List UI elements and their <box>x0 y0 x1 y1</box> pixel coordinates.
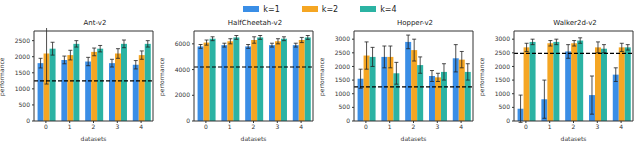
svg-text:0: 0 <box>204 123 208 130</box>
svg-text:4: 4 <box>619 123 623 130</box>
html-text:k=2: k=2 <box>321 4 339 14</box>
svg-text:6000: 6000 <box>175 40 190 47</box>
svg-text:2500: 2500 <box>335 49 350 56</box>
svg-text:3000: 3000 <box>495 35 510 42</box>
svg-text:datasets: datasets <box>401 135 427 141</box>
svg-text:2000: 2000 <box>175 91 190 98</box>
svg-text:1: 1 <box>68 123 72 130</box>
svg-text:1500: 1500 <box>335 76 350 83</box>
svg-text:3: 3 <box>435 123 439 130</box>
html-text:k=4: k=4 <box>380 4 397 14</box>
svg-text:500: 500 <box>19 101 31 108</box>
svg-text:2: 2 <box>412 123 416 130</box>
svg-text:1500: 1500 <box>495 76 510 83</box>
svg-text:datasets: datasets <box>241 135 267 141</box>
html-text:HalfCheetah-v2: HalfCheetah-v2 <box>227 19 283 27</box>
svg-text:performance: performance <box>320 57 326 96</box>
svg-text:performance: performance <box>480 57 486 96</box>
svg-text:2: 2 <box>252 123 256 130</box>
svg-text:2500: 2500 <box>495 49 510 56</box>
svg-text:2: 2 <box>572 123 576 130</box>
svg-text:0: 0 <box>26 117 30 124</box>
svg-text:4: 4 <box>139 123 143 130</box>
svg-text:4000: 4000 <box>175 66 190 73</box>
svg-text:1500: 1500 <box>15 69 30 76</box>
svg-text:2000: 2000 <box>15 53 30 60</box>
svg-text:0: 0 <box>44 123 48 130</box>
svg-text:1000: 1000 <box>15 85 30 92</box>
html-text:Ant-v2: Ant-v2 <box>83 19 107 27</box>
svg-text:3: 3 <box>115 123 119 130</box>
svg-text:0: 0 <box>524 123 528 130</box>
svg-text:1: 1 <box>388 123 392 130</box>
svg-text:datasets: datasets <box>81 135 107 141</box>
svg-text:1: 1 <box>228 123 232 130</box>
svg-text:1000: 1000 <box>335 90 350 97</box>
svg-text:500: 500 <box>339 103 351 110</box>
svg-text:2000: 2000 <box>335 63 350 70</box>
svg-text:0: 0 <box>186 117 190 124</box>
svg-text:4: 4 <box>299 123 303 130</box>
svg-text:3: 3 <box>595 123 599 130</box>
svg-text:500: 500 <box>499 103 511 110</box>
svg-text:4: 4 <box>459 123 463 130</box>
svg-text:3000: 3000 <box>335 35 350 42</box>
svg-text:2500: 2500 <box>15 37 30 44</box>
svg-text:3: 3 <box>275 123 279 130</box>
svg-text:performance: performance <box>160 57 166 96</box>
svg-text:1: 1 <box>548 123 552 130</box>
html-text:k=1: k=1 <box>263 4 280 14</box>
svg-text:0: 0 <box>506 117 510 124</box>
html-text:Walker2d-v2: Walker2d-v2 <box>553 19 597 27</box>
svg-text:1000: 1000 <box>495 90 510 97</box>
svg-text:2: 2 <box>92 123 96 130</box>
svg-text:2000: 2000 <box>495 63 510 70</box>
html-text:Hopper-v2: Hopper-v2 <box>396 19 433 27</box>
svg-text:0: 0 <box>346 117 350 124</box>
svg-text:datasets: datasets <box>561 135 587 141</box>
svg-text:0: 0 <box>364 123 368 130</box>
